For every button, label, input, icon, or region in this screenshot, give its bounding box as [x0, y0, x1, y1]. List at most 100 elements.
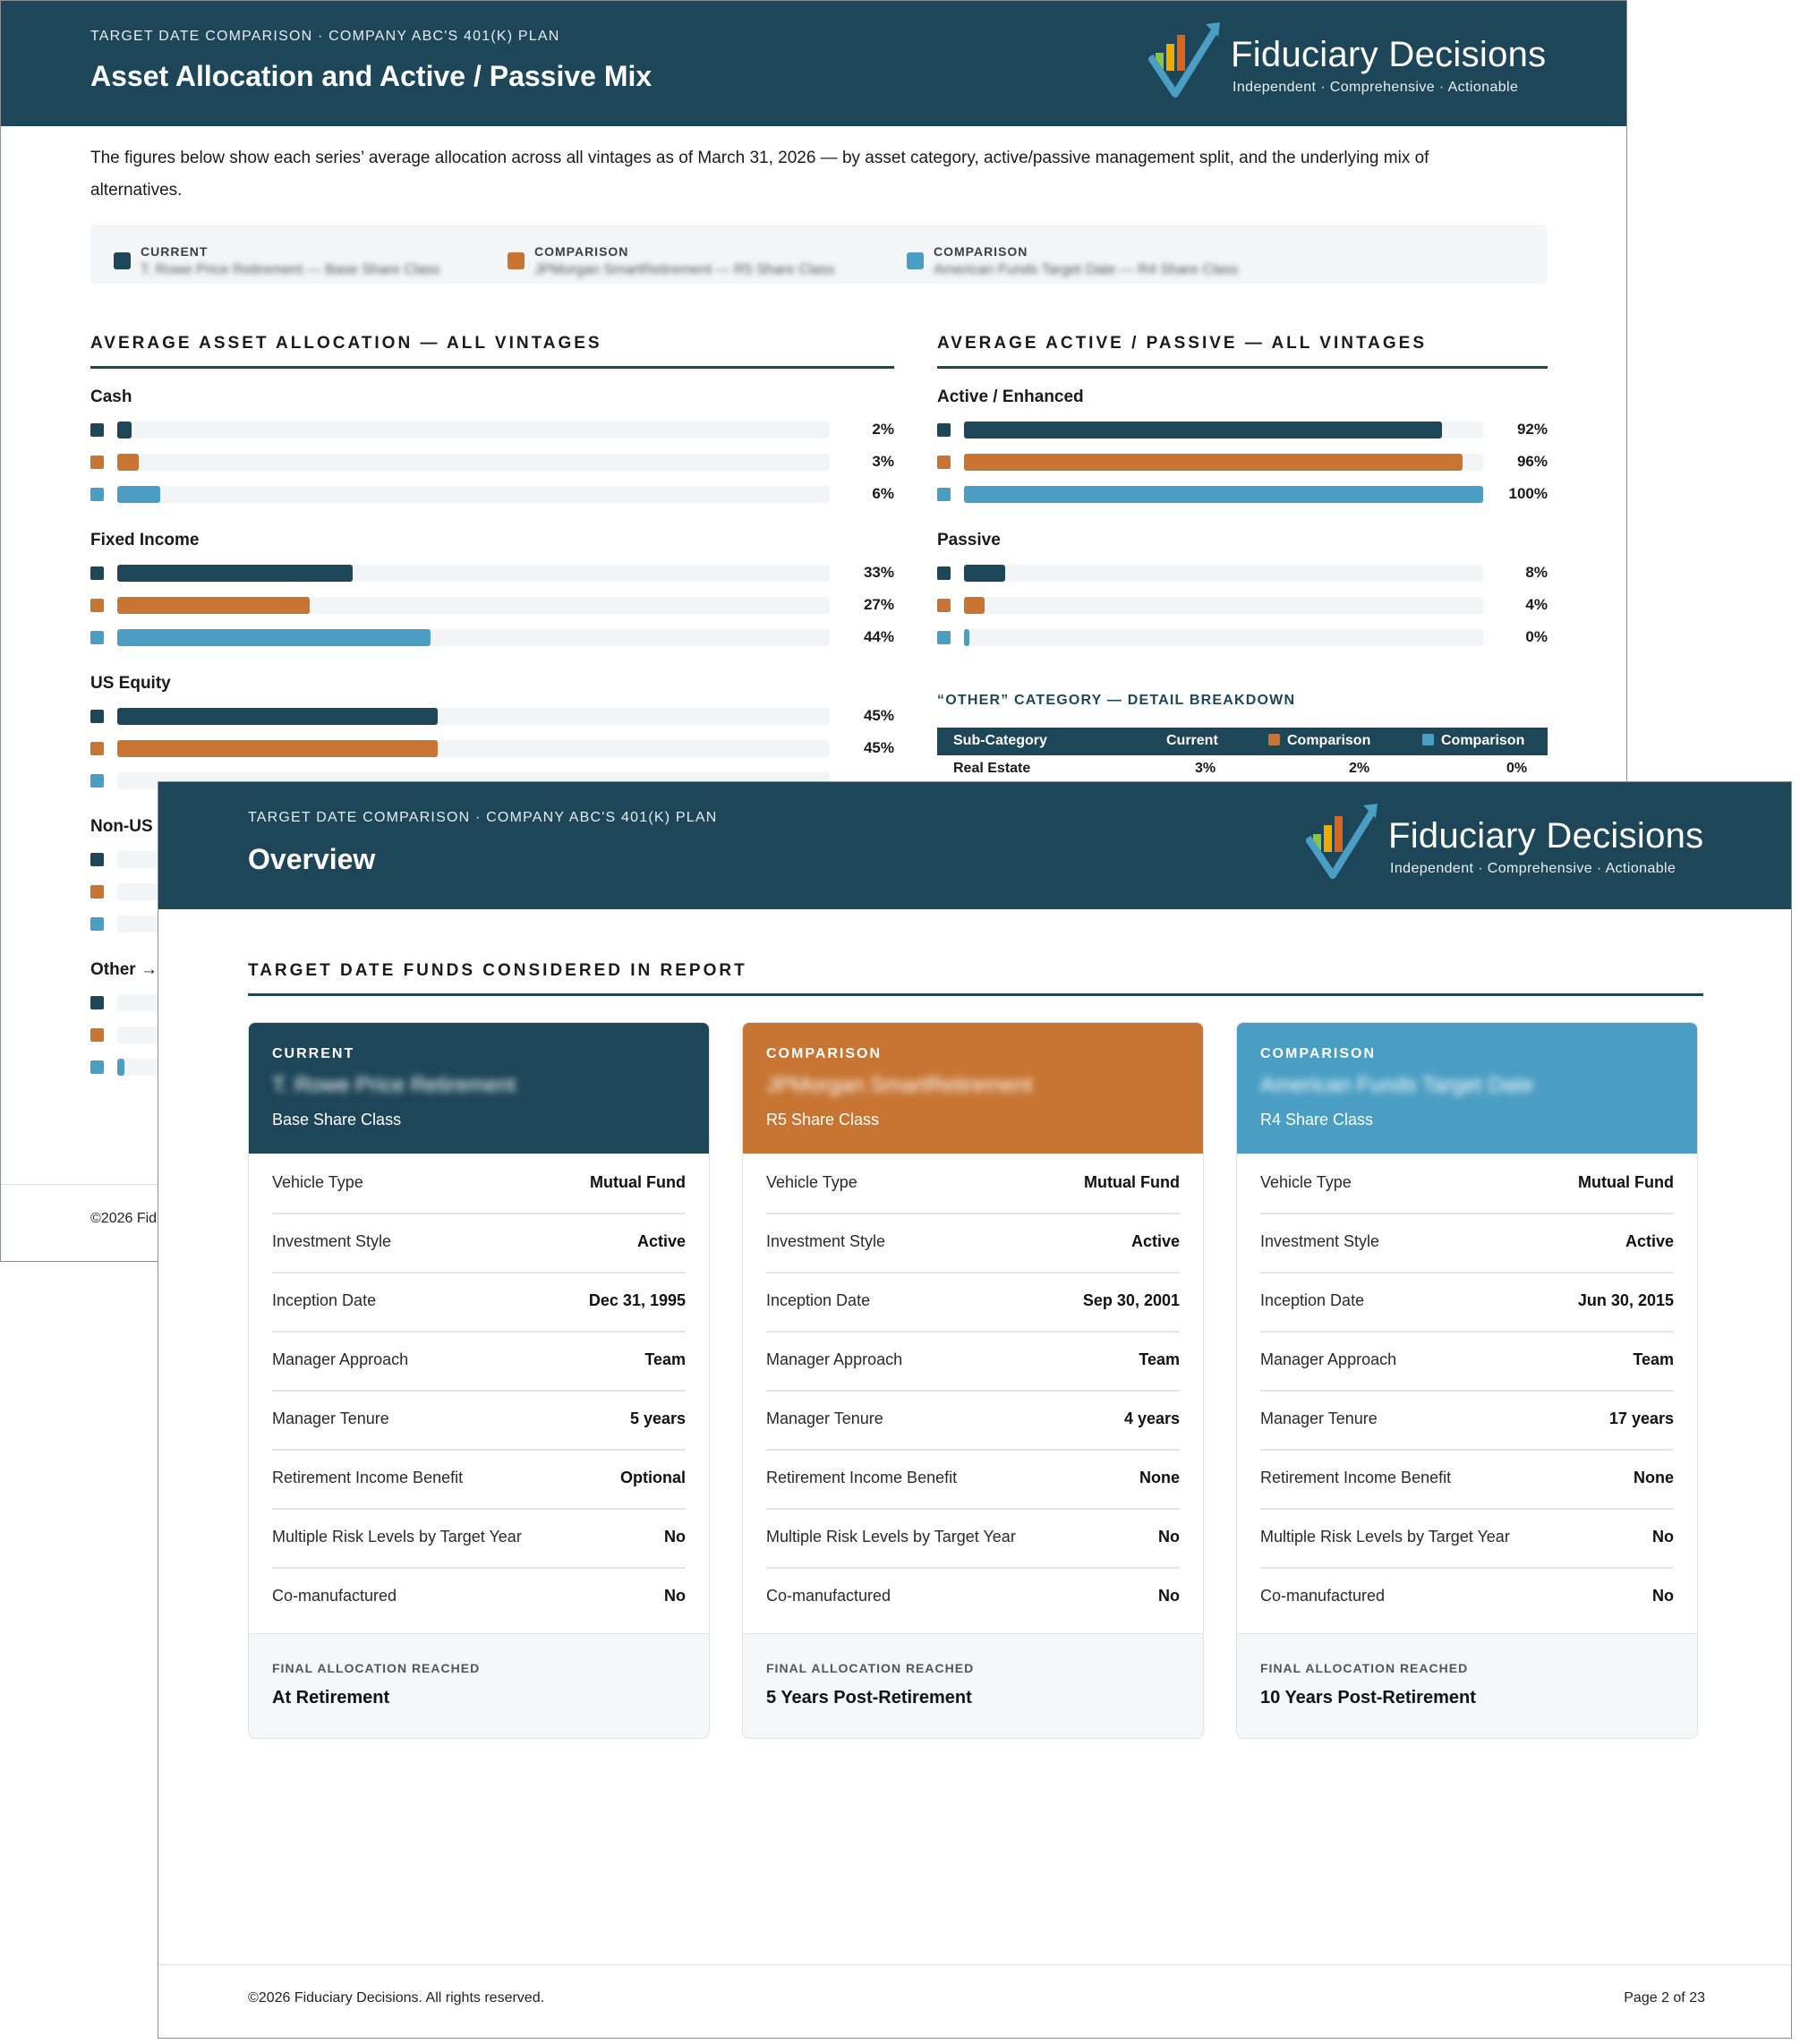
attribute-label: Manager Tenure	[1260, 1410, 1378, 1427]
section-rule	[90, 366, 894, 369]
footer-copyright: ©2026 Fid	[90, 1211, 158, 1226]
attribute-value: No	[1158, 1528, 1180, 1546]
attribute-label: Co-manufactured	[1260, 1587, 1386, 1605]
series-swatch	[90, 774, 104, 788]
fund-attribute-row: Inception Date Jun 30, 2015	[1260, 1272, 1674, 1333]
series-swatch	[90, 456, 104, 469]
fund-card-share-class: R4 Share Class	[1260, 1111, 1374, 1128]
attribute-label: Co-manufactured	[272, 1587, 397, 1605]
attribute-value: No	[1652, 1528, 1674, 1546]
bar-track	[117, 708, 830, 725]
legend-swatch	[508, 252, 525, 269]
fund-card-label: COMPARISON	[1260, 1046, 1377, 1061]
funds-section-heading: TARGET DATE FUNDS CONSIDERED IN REPORT	[248, 961, 747, 980]
table-cell: 2%	[1349, 761, 1370, 776]
series-swatch	[937, 566, 951, 580]
page-title: Overview	[248, 843, 376, 875]
bar-fill	[964, 629, 969, 646]
attribute-label: Investment Style	[1260, 1232, 1380, 1250]
category-label: Active / Enhanced	[937, 388, 1084, 406]
fund-attribute-row: Manager Tenure 17 years	[1260, 1390, 1674, 1451]
fund-attribute-row: Manager Approach Team	[272, 1331, 686, 1392]
table-header-cell: Sub-Category	[953, 733, 1047, 748]
logo-tagline: Independent · Comprehensive · Actionable	[1390, 861, 1676, 876]
category-label: Passive	[937, 531, 1001, 549]
attribute-value: Mutual Fund	[1578, 1173, 1674, 1191]
final-allocation-value: At Retirement	[272, 1688, 390, 1708]
fund-card-share-class: R5 Share Class	[766, 1111, 880, 1128]
attribute-value: Mutual Fund	[1084, 1173, 1180, 1191]
header-kicker: TARGET DATE COMPARISON · COMPANY ABC'S 4…	[90, 29, 560, 44]
category-label: Fixed Income	[90, 531, 200, 549]
bar-track	[117, 422, 830, 439]
fund-attribute-row: Investment Style Active	[766, 1213, 1180, 1273]
legend-value: JPMorgan SmartRetirement — R5 Share Clas…	[534, 262, 835, 277]
attribute-value: No	[664, 1587, 686, 1605]
final-allocation-label: FINAL ALLOCATION REACHED	[766, 1661, 975, 1675]
fund-attribute-row: Multiple Risk Levels by Target Year No	[766, 1508, 1180, 1569]
footer-copyright: ©2026 Fiduciary Decisions. All rights re…	[248, 1990, 545, 2006]
section-rule	[248, 993, 1703, 996]
attribute-label: Investment Style	[766, 1232, 886, 1250]
series-swatch	[90, 853, 104, 866]
bar-track	[964, 629, 1483, 646]
attribute-value: None	[1634, 1469, 1674, 1486]
series-swatch	[937, 488, 951, 501]
attribute-label: Multiple Risk Levels by Target Year	[766, 1528, 1016, 1546]
logo-tagline: Independent · Comprehensive · Actionable	[1233, 80, 1519, 95]
fund-attribute-row: Retirement Income Benefit None	[1260, 1449, 1674, 1510]
attribute-value: Team	[644, 1350, 686, 1368]
bar-value-label: 96%	[1516, 453, 1548, 470]
header-kicker: TARGET DATE COMPARISON · COMPANY ABC'S 4…	[248, 810, 718, 825]
fund-attribute-row: Multiple Risk Levels by Target Year No	[272, 1508, 686, 1569]
table-cell: Real Estate	[953, 761, 1031, 776]
bar-value-label: 8%	[1525, 564, 1548, 581]
fund-card-share-class: Base Share Class	[272, 1111, 402, 1128]
bar-value-label: 92%	[1516, 421, 1548, 438]
fund-card-label: CURRENT	[272, 1046, 355, 1061]
attribute-value: Sep 30, 2001	[1082, 1291, 1180, 1309]
bar-fill	[964, 486, 1483, 503]
attribute-label: Inception Date	[1260, 1291, 1365, 1309]
attribute-label: Co-manufactured	[766, 1587, 891, 1605]
attribute-label: Retirement Income Benefit	[766, 1469, 958, 1486]
bar-fill	[117, 629, 431, 646]
fund-attribute-row: Co-manufactured No	[766, 1567, 1180, 1626]
footer-divider	[158, 1964, 1791, 1965]
legend-swatch	[114, 252, 131, 269]
fund-attribute-row: Multiple Risk Levels by Target Year No	[1260, 1508, 1674, 1569]
bar-track	[964, 565, 1483, 582]
legend-swatch	[1422, 734, 1434, 745]
attribute-value: 5 years	[629, 1410, 686, 1427]
allocation-section-heading: AVERAGE ASSET ALLOCATION — ALL VINTAGES	[90, 334, 602, 353]
attribute-label: Manager Tenure	[766, 1410, 883, 1427]
fund-attribute-row: Vehicle Type Mutual Fund	[1260, 1154, 1674, 1214]
table-header: Sub-Category Current Comparison Comparis…	[937, 728, 1548, 755]
attribute-label: Manager Tenure	[272, 1410, 389, 1427]
attribute-label: Manager Approach	[1260, 1350, 1397, 1368]
attribute-label: Investment Style	[272, 1232, 392, 1250]
attribute-value: Active	[636, 1232, 686, 1250]
bar-value-label: 45%	[863, 739, 894, 756]
series-legend: CURRENT T. Rowe Price Retirement — Base …	[90, 225, 1548, 284]
fund-attribute-row: Retirement Income Benefit Optional	[272, 1449, 686, 1510]
attribute-value: 17 years	[1608, 1410, 1674, 1427]
bar-fill	[964, 454, 1463, 471]
attribute-value: Active	[1625, 1232, 1674, 1250]
bar-track	[964, 454, 1483, 471]
fund-attribute-row: Investment Style Active	[1260, 1213, 1674, 1273]
bar-fill	[117, 597, 310, 614]
fund-card: CURRENT T. Rowe Price Retirement Base Shar…	[248, 1022, 710, 1739]
series-swatch	[90, 742, 104, 755]
company-logo: Fiduciary Decisions Independent · Compre…	[1306, 802, 1718, 900]
series-swatch	[937, 631, 951, 644]
fund-attribute-row: Manager Tenure 5 years	[272, 1390, 686, 1451]
bar-value-label: 3%	[872, 453, 894, 470]
bar-track	[964, 486, 1483, 503]
table-header-cell: Current	[1166, 733, 1218, 748]
page-overview: TARGET DATE COMPARISON · COMPANY ABC'S 4…	[158, 781, 1792, 2039]
bar-value-label: 27%	[863, 596, 894, 613]
fund-card: COMPARISON American Funds Target Date R4 S…	[1236, 1022, 1698, 1739]
attribute-label: Multiple Risk Levels by Target Year	[272, 1528, 522, 1546]
logo-name: Fiduciary Decisions	[1231, 35, 1547, 74]
